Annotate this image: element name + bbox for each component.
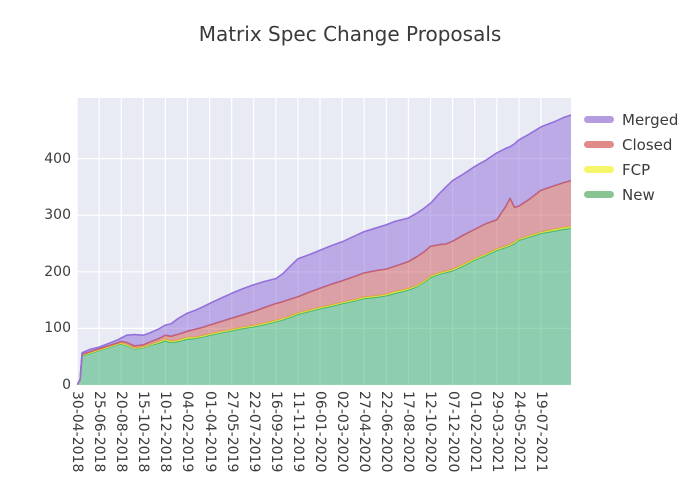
x-tick-label: 02-03-2020	[334, 391, 351, 473]
legend-label-fcp: FCP	[622, 160, 651, 179]
y-tick-label: 300	[44, 207, 71, 224]
x-tick-label: 24-05-2021	[510, 391, 527, 473]
x-tick-label: 07-12-2020	[444, 391, 461, 473]
area-new	[77, 228, 571, 385]
area-merged	[77, 115, 571, 385]
x-tick-label: 01-04-2019	[201, 391, 218, 473]
x-tick-label: 19-07-2021	[532, 391, 549, 473]
plot-area	[77, 98, 571, 385]
legend-label-closed: Closed	[622, 135, 673, 154]
x-tick-label: 06-01-2020	[312, 391, 329, 473]
x-tick-label: 15-10-2018	[135, 391, 152, 473]
x-tick-label: 11-11-2019	[289, 391, 306, 473]
area-closed	[77, 180, 571, 385]
x-tick-label: 17-08-2020	[400, 391, 417, 473]
y-tick-label: 400	[44, 150, 71, 167]
x-tick-label: 29-03-2021	[488, 391, 505, 473]
x-tick-label: 04-02-2019	[179, 391, 196, 473]
legend-swatch-merged	[584, 116, 614, 123]
legend-swatch-fcp	[584, 166, 614, 173]
line-merged	[77, 114, 571, 385]
legend-label-merged: Merged	[622, 110, 679, 129]
y-tick-label: 100	[44, 320, 71, 337]
x-tick-label: 27-05-2019	[223, 391, 240, 473]
legend-item-new: New	[584, 182, 678, 207]
legend-item-fcp: FCP	[584, 157, 678, 182]
legend-item-merged: Merged	[584, 107, 678, 132]
y-tick-label: 200	[44, 263, 71, 280]
x-tick-label: 22-06-2020	[378, 391, 395, 473]
x-tick-label: 25-06-2018	[91, 391, 108, 473]
x-tick-label: 27-04-2020	[356, 391, 373, 473]
legend-swatch-new	[584, 191, 614, 198]
legend-label-new: New	[622, 185, 655, 204]
chart-title: Matrix Spec Change Proposals	[198, 22, 502, 46]
x-tick-label: 30-04-2018	[69, 391, 85, 473]
x-tick-label: 22-07-2019	[245, 391, 262, 473]
legend: Merged Closed FCP New	[584, 107, 678, 207]
x-tick-label: 12-10-2020	[422, 391, 439, 473]
x-tick-label: 20-08-2018	[113, 391, 130, 473]
x-tick-label: 10-12-2018	[157, 391, 174, 473]
y-tick-label: 0	[62, 377, 71, 393]
legend-swatch-closed	[584, 141, 614, 148]
x-tick-label: 16-09-2019	[267, 391, 284, 473]
legend-item-closed: Closed	[584, 132, 678, 157]
x-tick-label: 01-02-2021	[466, 391, 483, 473]
